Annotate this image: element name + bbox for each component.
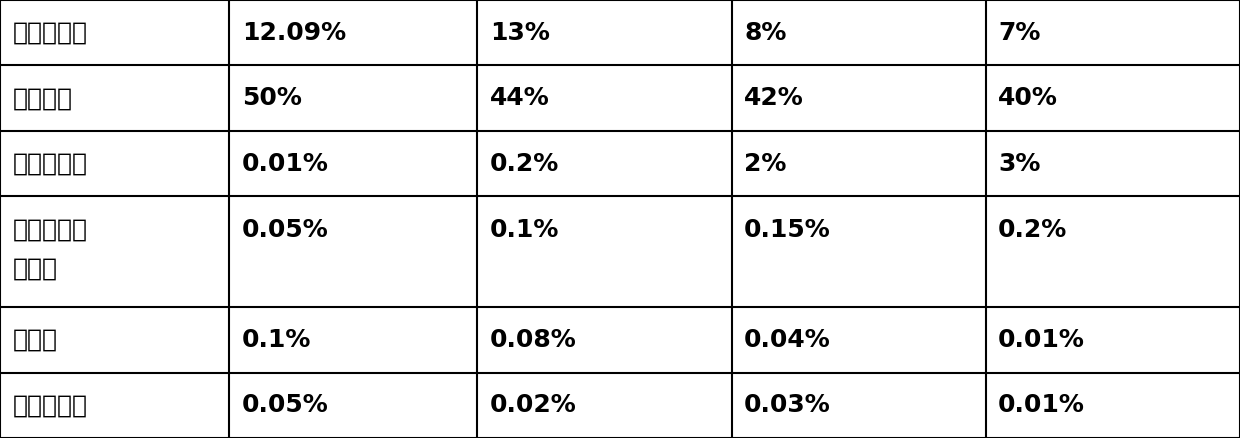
Text: 42%: 42%: [744, 86, 804, 110]
Text: 0.08%: 0.08%: [490, 328, 577, 352]
Text: 0.01%: 0.01%: [242, 152, 329, 176]
Text: 0.04%: 0.04%: [744, 328, 831, 352]
Text: 0.01%: 0.01%: [998, 393, 1085, 417]
Text: 0.01%: 0.01%: [998, 328, 1085, 352]
Text: 羟乙基尿素: 羟乙基尿素: [12, 21, 87, 45]
Text: 聚谷氨酸钠: 聚谷氨酸钠: [12, 393, 87, 417]
Text: 40%: 40%: [998, 86, 1058, 110]
Text: 酸二钠: 酸二钠: [12, 256, 57, 280]
Text: 3%: 3%: [998, 152, 1040, 176]
Text: 2%: 2%: [744, 152, 786, 176]
Text: 0.1%: 0.1%: [242, 328, 311, 352]
Text: 透明质酸钠: 透明质酸钠: [12, 152, 87, 176]
Text: 8%: 8%: [744, 21, 786, 45]
Text: 0.15%: 0.15%: [744, 218, 831, 242]
Text: 0.05%: 0.05%: [242, 393, 329, 417]
Text: 0.2%: 0.2%: [490, 152, 559, 176]
Text: 去离子水: 去离子水: [12, 86, 72, 110]
Text: 12.09%: 12.09%: [242, 21, 346, 45]
Text: 50%: 50%: [242, 86, 301, 110]
Text: 7%: 7%: [998, 21, 1040, 45]
Text: 乙二胺四乙: 乙二胺四乙: [12, 218, 87, 242]
Text: 0.2%: 0.2%: [998, 218, 1068, 242]
Text: 黄原胶: 黄原胶: [12, 328, 57, 352]
Text: 0.03%: 0.03%: [744, 393, 831, 417]
Text: 0.1%: 0.1%: [490, 218, 559, 242]
Text: 0.02%: 0.02%: [490, 393, 577, 417]
Text: 13%: 13%: [490, 21, 549, 45]
Text: 0.05%: 0.05%: [242, 218, 329, 242]
Text: 44%: 44%: [490, 86, 549, 110]
